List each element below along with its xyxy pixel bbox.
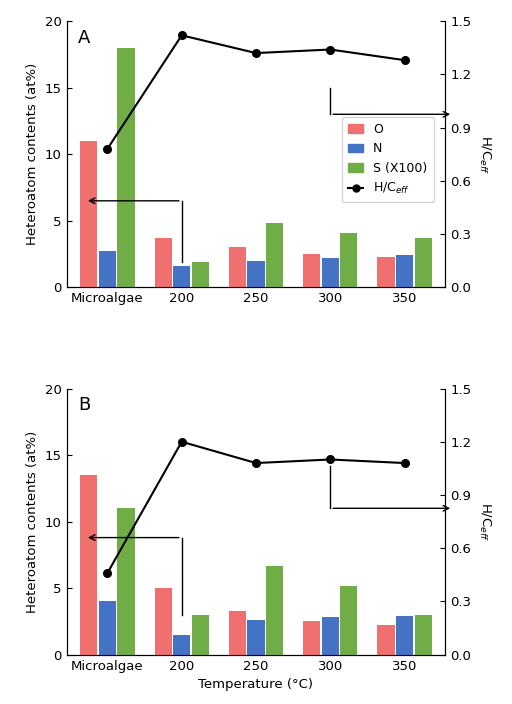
Bar <box>340 586 357 655</box>
Legend: O, N, S (X100), H/C$_{eff}$: O, N, S (X100), H/C$_{eff}$ <box>342 117 434 202</box>
Bar <box>191 262 209 287</box>
Text: B: B <box>78 396 90 415</box>
Text: A: A <box>78 29 90 47</box>
Y-axis label: H/C$_{eff}$: H/C$_{eff}$ <box>477 134 492 174</box>
Bar <box>99 601 116 655</box>
Bar <box>99 251 116 287</box>
Bar <box>247 260 265 287</box>
Bar <box>377 625 395 655</box>
Bar <box>415 615 432 655</box>
Bar <box>155 238 172 287</box>
Bar <box>80 141 97 287</box>
Y-axis label: H/C$_{eff}$: H/C$_{eff}$ <box>477 502 492 541</box>
Y-axis label: Heteroatom contents (at%): Heteroatom contents (at%) <box>26 430 39 612</box>
Bar <box>396 256 413 287</box>
Bar <box>247 620 265 655</box>
Bar <box>191 615 209 655</box>
Bar <box>155 588 172 655</box>
Bar <box>266 565 283 655</box>
Bar <box>117 508 135 655</box>
Bar <box>229 247 246 287</box>
Bar <box>173 266 190 287</box>
Bar <box>415 238 432 287</box>
Y-axis label: Heteroatom contents (at%): Heteroatom contents (at%) <box>26 63 39 246</box>
Bar <box>303 254 321 287</box>
Bar <box>322 258 339 287</box>
Bar <box>80 475 97 655</box>
Bar <box>266 223 283 287</box>
Bar <box>377 257 395 287</box>
Bar <box>173 635 190 655</box>
Bar <box>340 233 357 287</box>
Bar <box>229 611 246 655</box>
Bar <box>396 616 413 655</box>
Bar <box>322 617 339 655</box>
Bar <box>117 48 135 287</box>
Bar <box>303 622 321 655</box>
X-axis label: Temperature (°C): Temperature (°C) <box>199 678 313 691</box>
